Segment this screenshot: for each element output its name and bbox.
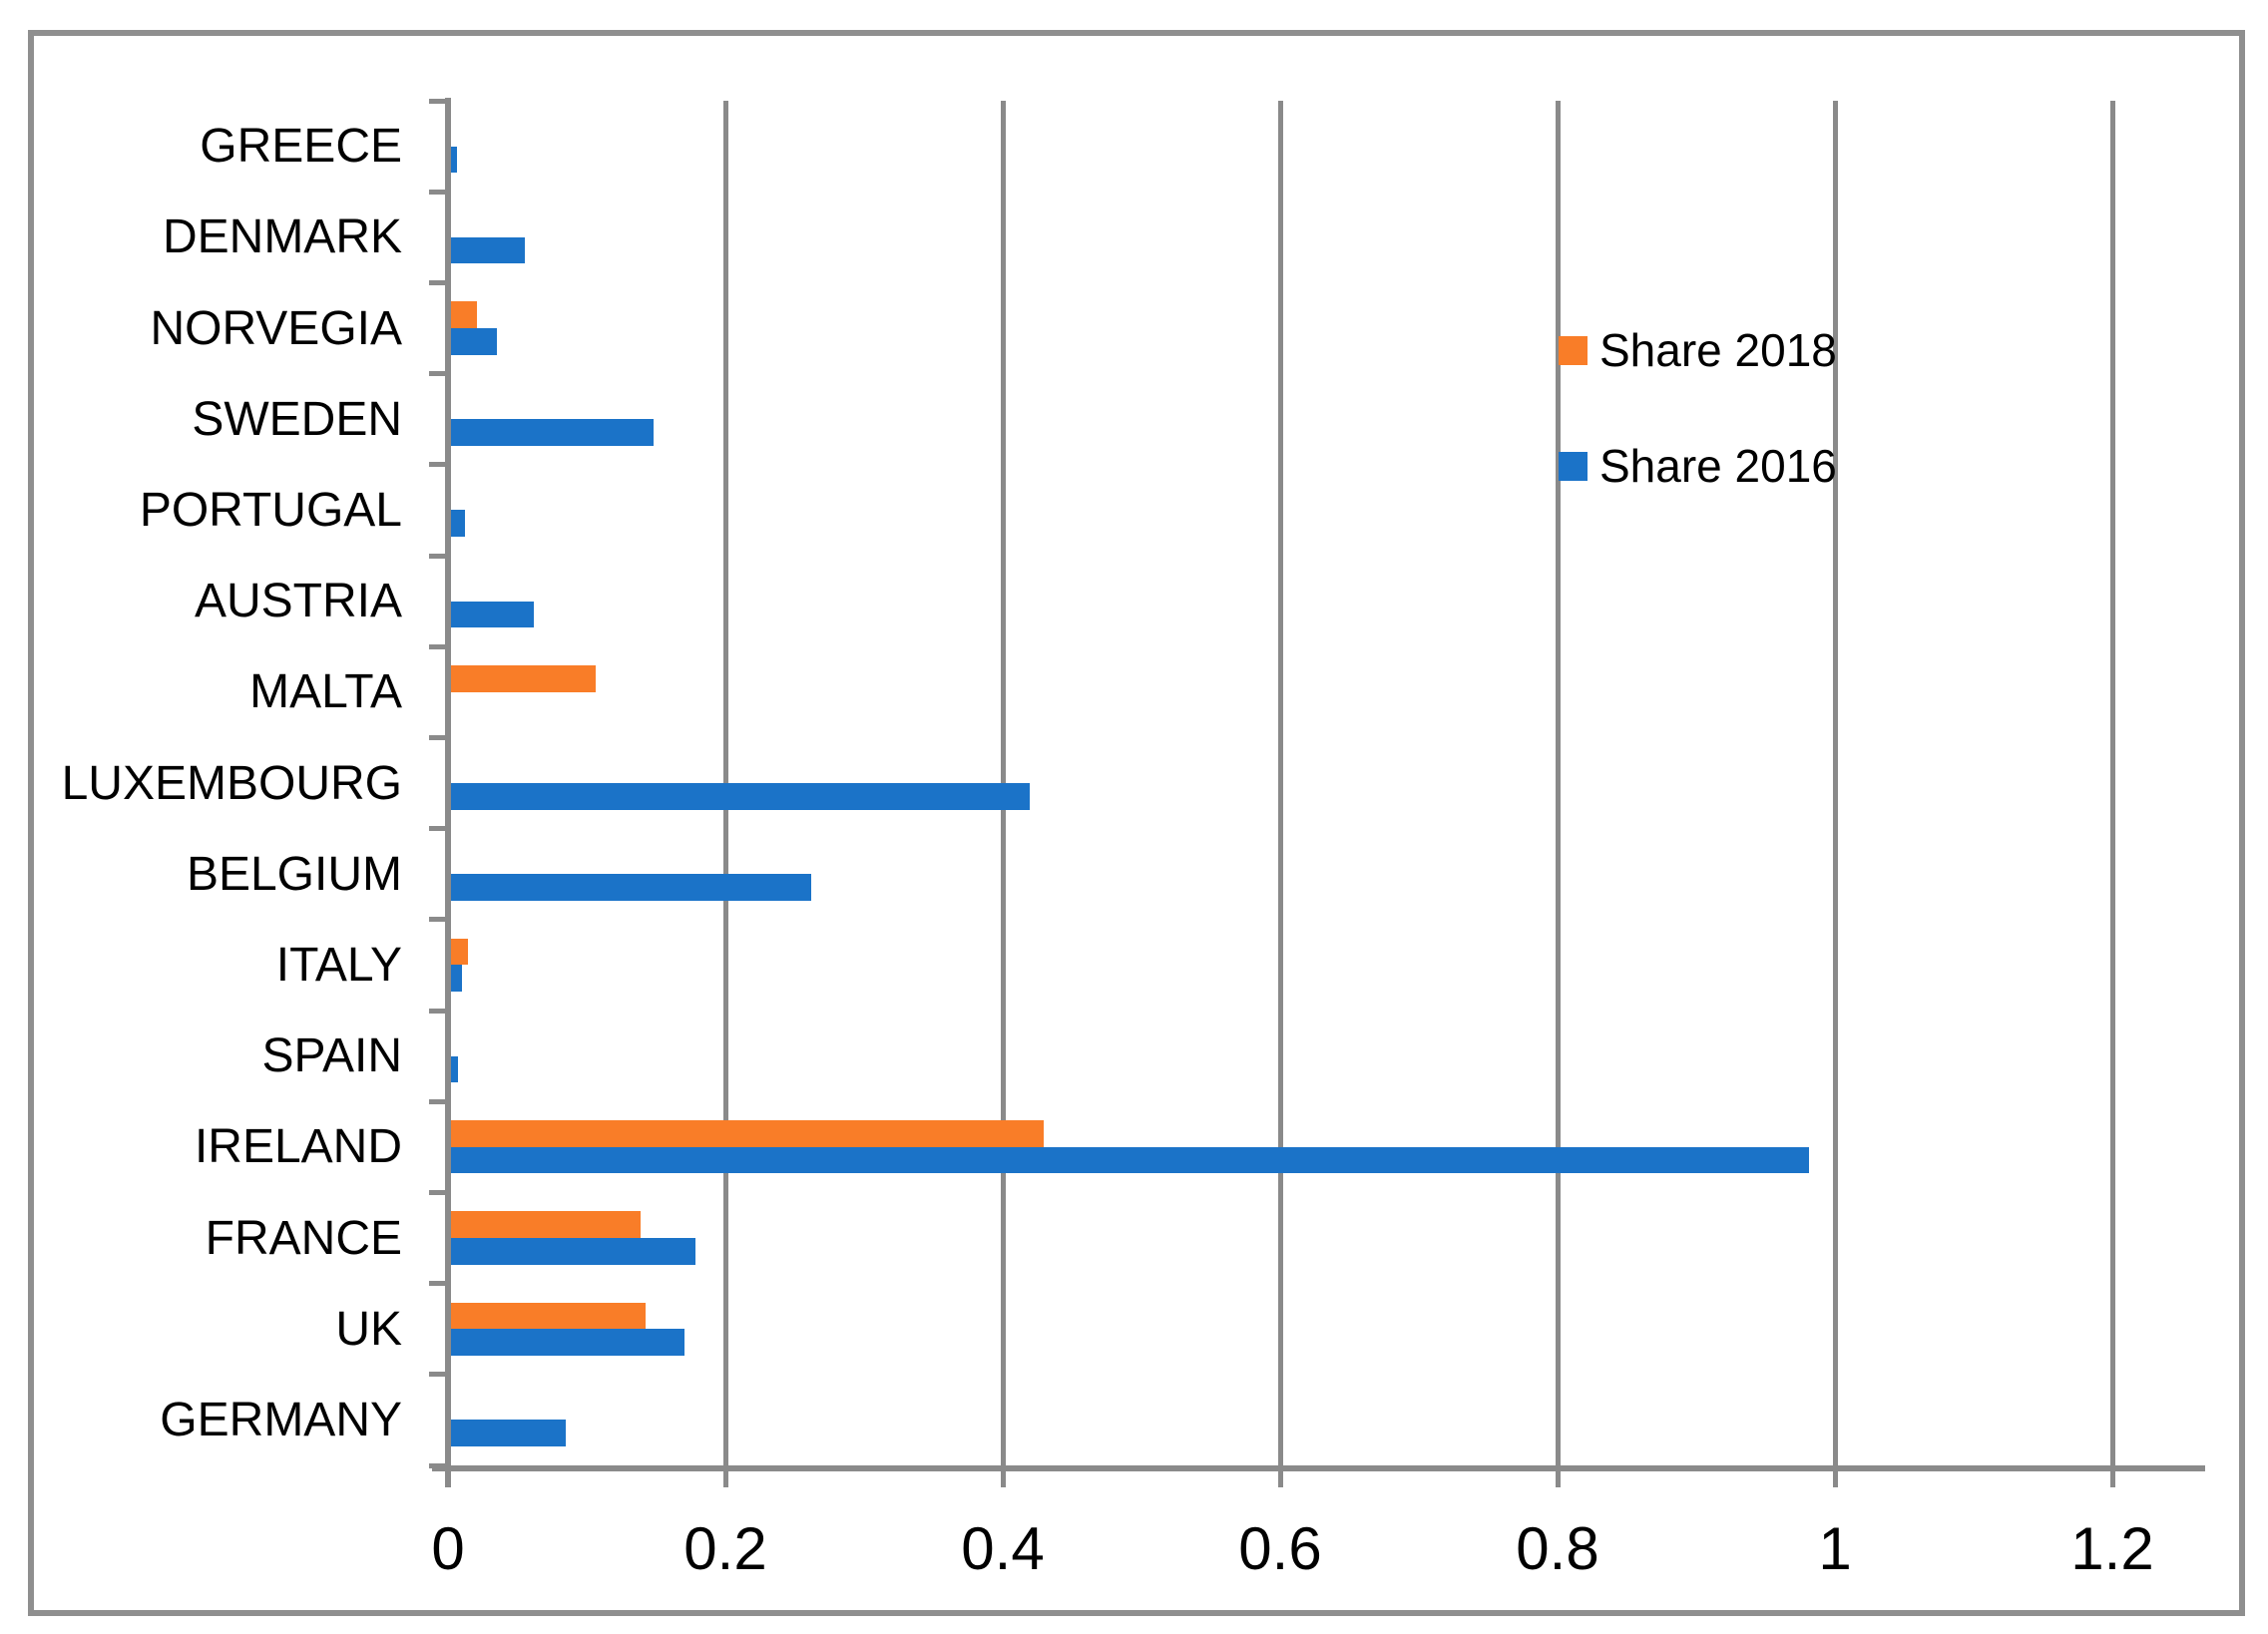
x-tick-1	[1832, 1465, 1838, 1487]
bar-share-2016-greece	[451, 146, 457, 174]
bar-share-2016-ireland	[451, 1146, 1809, 1174]
x-tick-0.2	[722, 1465, 728, 1487]
y-tick	[429, 1281, 445, 1287]
y-axis-line	[445, 98, 451, 1487]
bar-share-2018-ireland	[451, 1120, 1044, 1147]
x-tick-label-1.2: 1.2	[2070, 1514, 2154, 1582]
x-axis-line	[432, 1465, 2205, 1471]
bar-share-2016-austria	[451, 601, 535, 628]
bar-share-2016-spain	[451, 1055, 458, 1083]
bar-share-2016-belgium	[451, 874, 812, 901]
x-tick-label-1: 1	[1818, 1514, 1852, 1582]
category-label-italy: ITALY	[275, 938, 402, 992]
category-label-luxembourg: LUXEMBOURG	[61, 756, 402, 810]
bar-share-2016-sweden	[451, 419, 654, 446]
bar-share-2016-norvegia	[451, 328, 497, 355]
category-label-germany: GERMANY	[160, 1393, 402, 1446]
bar-share-2018-uk	[451, 1302, 646, 1330]
category-label-uk: UK	[335, 1302, 402, 1356]
x-tick-0.6	[1277, 1465, 1283, 1487]
bar-share-2016-luxembourg	[451, 783, 1030, 810]
y-tick	[429, 371, 445, 377]
legend-label-share-2016: Share 2016	[1599, 440, 1837, 492]
bar-share-2016-germany	[451, 1420, 567, 1446]
x-tick-0.4	[1000, 1465, 1006, 1487]
category-label-malta: MALTA	[249, 665, 402, 719]
category-label-portugal: PORTUGAL	[139, 483, 402, 537]
y-tick	[429, 279, 445, 285]
y-tick	[429, 462, 445, 468]
y-tick	[429, 1189, 445, 1195]
gridline-0.6	[1277, 101, 1283, 1465]
x-tick-label-0.8: 0.8	[1516, 1514, 1599, 1582]
category-label-denmark: DENMARK	[162, 210, 402, 264]
y-tick	[429, 734, 445, 740]
legend-swatch-share-2016	[1559, 451, 1588, 481]
bar-share-2018-france	[451, 1211, 642, 1238]
x-tick-label-0.4: 0.4	[961, 1514, 1045, 1582]
gridline-0.8	[1555, 101, 1561, 1465]
legend-entry-share-2016: Share 2016	[1559, 440, 1837, 492]
bar-share-2016-portugal	[451, 510, 465, 537]
x-tick-1.2	[2109, 1465, 2115, 1487]
category-label-austria: AUSTRIA	[194, 575, 402, 628]
category-label-ireland: IRELAND	[194, 1120, 402, 1174]
plot-border	[28, 30, 2245, 1616]
y-tick	[429, 189, 445, 195]
bar-share-2016-denmark	[451, 236, 525, 264]
x-tick-label-0: 0	[431, 1514, 465, 1582]
bar-share-2016-uk	[451, 1329, 684, 1356]
bar-share-2016-france	[451, 1238, 695, 1265]
bar-share-2018-italy	[451, 938, 468, 966]
gridline-1.2	[2109, 101, 2115, 1465]
legend-entry-share-2018: Share 2018	[1559, 324, 1837, 376]
y-tick	[429, 98, 445, 104]
legend-swatch-share-2018	[1559, 335, 1588, 365]
bar-share-2018-norvegia	[451, 301, 478, 328]
bar-share-2018-malta	[451, 665, 596, 692]
y-tick	[429, 1462, 445, 1468]
y-tick	[429, 917, 445, 923]
x-tick-label-0.6: 0.6	[1238, 1514, 1322, 1582]
category-label-spain: SPAIN	[261, 1029, 402, 1083]
gridline-1	[1832, 101, 1838, 1465]
y-tick	[429, 1008, 445, 1014]
category-label-france: FRANCE	[205, 1211, 402, 1265]
y-tick	[429, 826, 445, 832]
y-tick	[429, 1098, 445, 1104]
bar-share-2016-italy	[451, 965, 463, 992]
category-label-norvegia: NORVEGIA	[150, 301, 402, 355]
category-label-greece: GREECE	[200, 120, 402, 174]
y-tick	[429, 1372, 445, 1378]
x-tick-0.8	[1555, 1465, 1561, 1487]
category-label-belgium: BELGIUM	[186, 847, 402, 901]
legend-label-share-2018: Share 2018	[1599, 324, 1837, 376]
x-tick-label-0.2: 0.2	[683, 1514, 767, 1582]
y-tick	[429, 643, 445, 649]
category-label-sweden: SWEDEN	[192, 392, 402, 446]
y-tick	[429, 553, 445, 559]
